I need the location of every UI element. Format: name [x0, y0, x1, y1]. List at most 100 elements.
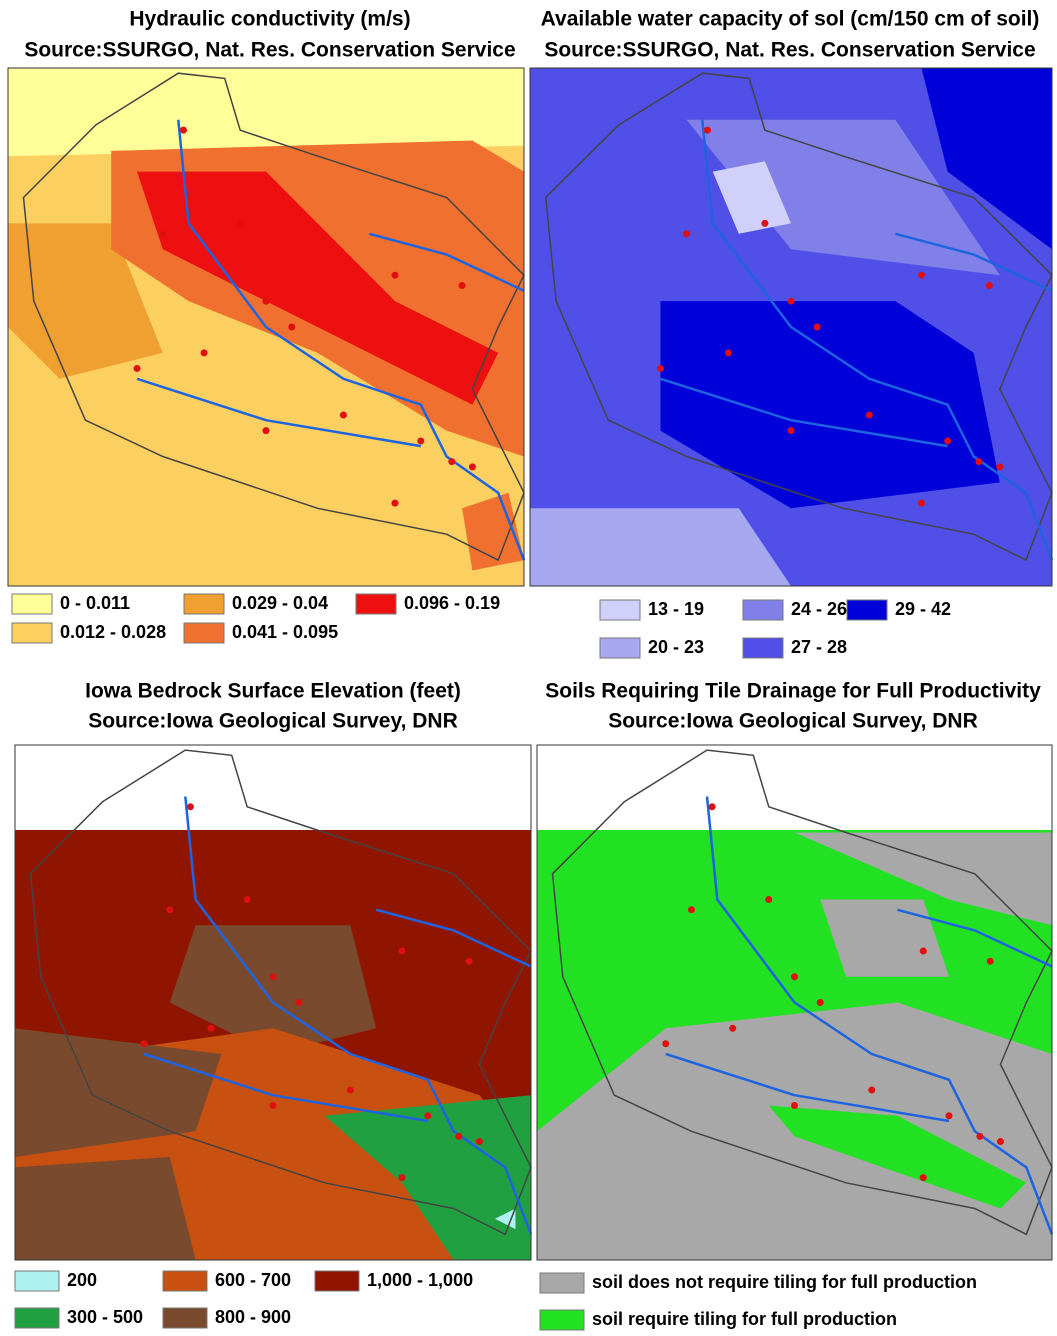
legend-swatch: [12, 623, 52, 643]
panel-title: Hydraulic conductivity (m/s): [129, 8, 410, 31]
station: [704, 127, 711, 134]
station: [134, 365, 141, 372]
station: [141, 1040, 148, 1047]
legend-swatch: [15, 1271, 59, 1291]
station: [448, 458, 455, 465]
station: [814, 324, 821, 331]
station: [662, 1040, 669, 1047]
legend-swatch: [184, 594, 224, 614]
station: [788, 298, 795, 305]
station: [918, 500, 925, 507]
panel-title: Source:SSURGO, Nat. Res. Conservation Se…: [544, 39, 1035, 62]
legend-label: soil require tiling for full production: [592, 1309, 897, 1329]
station: [729, 1025, 736, 1032]
station: [392, 272, 399, 279]
station: [817, 999, 824, 1006]
legend-label: 600 - 700: [215, 1270, 291, 1290]
station: [765, 896, 772, 903]
panel-title: Iowa Bedrock Surface Elevation (feet): [85, 680, 461, 703]
station: [657, 365, 664, 372]
station: [208, 1025, 215, 1032]
legend-label: 0.041 - 0.095: [232, 622, 338, 642]
station: [263, 298, 270, 305]
legend-swatch: [847, 600, 887, 620]
station: [683, 230, 690, 237]
figure: Hydraulic conductivity (m/s) Source:SSURG…: [0, 0, 1057, 1331]
legend-label: 1,000 - 1,000: [367, 1270, 473, 1290]
legend-label: 20 - 23: [648, 637, 704, 657]
station: [455, 1133, 462, 1140]
legend-swatch: [743, 638, 783, 658]
legend-label: 300 - 500: [67, 1307, 143, 1327]
station: [159, 230, 166, 237]
station: [996, 463, 1003, 470]
station: [424, 1112, 431, 1119]
station: [986, 282, 993, 289]
map-panel: Iowa Bedrock Surface Elevation (feet) Sou…: [15, 680, 531, 1328]
legend-swatch: [600, 638, 640, 658]
legend-swatch: [356, 594, 396, 614]
legend-label: 800 - 900: [215, 1307, 291, 1327]
station: [920, 948, 927, 955]
station: [725, 349, 732, 356]
station: [688, 906, 695, 913]
station: [459, 282, 466, 289]
station: [469, 463, 476, 470]
station: [270, 973, 277, 980]
station: [399, 1174, 406, 1181]
station: [975, 458, 982, 465]
legend-label: soil does not require tiling for full pr…: [592, 1272, 977, 1292]
legend-label: 24 - 26: [791, 599, 847, 619]
map-region: [15, 1157, 196, 1260]
panel-title: Soils Requiring Tile Drainage for Full P…: [545, 680, 1041, 703]
legend-label: 13 - 19: [648, 599, 704, 619]
station: [180, 127, 187, 134]
station: [709, 803, 716, 810]
map-panel: Soils Requiring Tile Drainage for Full P…: [537, 680, 1052, 1330]
panel-title: Source:Iowa Geological Survey, DNR: [88, 710, 458, 733]
station: [295, 999, 302, 1006]
station: [920, 1174, 927, 1181]
legend-label: 200: [67, 1270, 97, 1290]
panel-title: Source:SSURGO, Nat. Res. Conservation Se…: [24, 39, 515, 62]
station: [166, 906, 173, 913]
station: [944, 437, 951, 444]
station: [791, 1102, 798, 1109]
station: [288, 324, 295, 331]
station: [201, 349, 208, 356]
panel-title: Source:Iowa Geological Survey, DNR: [608, 710, 978, 733]
legend-swatch: [15, 1308, 59, 1328]
station: [417, 437, 424, 444]
station: [976, 1133, 983, 1140]
station: [347, 1087, 354, 1094]
station: [761, 220, 768, 227]
legend-label: 0.096 - 0.19: [404, 593, 500, 613]
station: [868, 1087, 875, 1094]
legend-label: 0.029 - 0.04: [232, 593, 328, 613]
station: [997, 1138, 1004, 1145]
station: [237, 220, 244, 227]
station: [392, 500, 399, 507]
legend-label: 27 - 28: [791, 637, 847, 657]
legend-swatch: [540, 1310, 584, 1330]
station: [791, 973, 798, 980]
legend-swatch: [315, 1271, 359, 1291]
legend-swatch: [540, 1273, 584, 1293]
station: [987, 958, 994, 965]
station: [946, 1112, 953, 1119]
legend-swatch: [163, 1271, 207, 1291]
station: [399, 948, 406, 955]
legend-swatch: [743, 600, 783, 620]
panel-title: Available water capacity of sol (cm/150 …: [541, 8, 1040, 31]
station: [187, 803, 194, 810]
legend-label: 0 - 0.011: [60, 593, 130, 613]
station: [466, 958, 473, 965]
station: [244, 896, 251, 903]
map-panel: Hydraulic conductivity (m/s) Source:SSURG…: [8, 8, 524, 643]
legend-swatch: [12, 594, 52, 614]
legend-label: 0.012 - 0.028: [60, 622, 166, 642]
station: [918, 272, 925, 279]
map-panel: Available water capacity of sol (cm/150 …: [530, 8, 1052, 658]
station: [263, 427, 270, 434]
legend-label: 29 - 42: [895, 599, 951, 619]
